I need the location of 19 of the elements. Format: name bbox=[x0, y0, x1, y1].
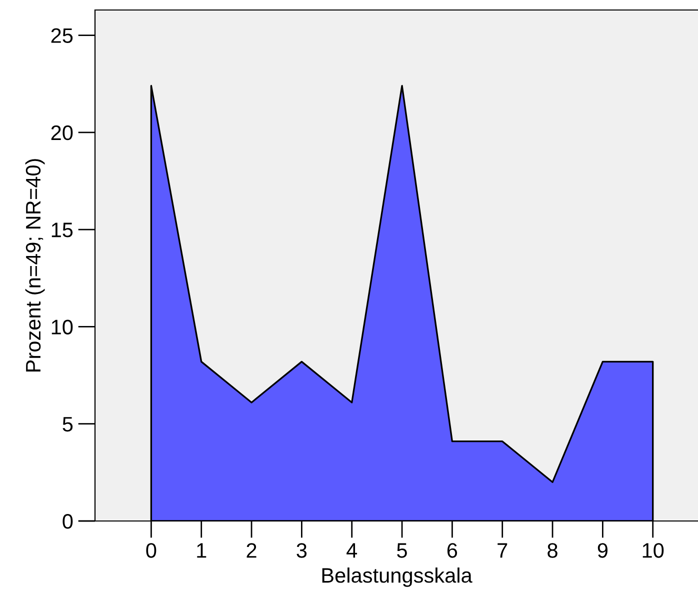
y-tick-label: 25 bbox=[51, 28, 73, 44]
x-tick-label: 2 bbox=[246, 543, 256, 558]
x-tick-label: 6 bbox=[447, 543, 458, 558]
x-tick-label: 7 bbox=[498, 543, 508, 558]
x-tick-label: 10 bbox=[642, 543, 664, 558]
x-tick-label: 8 bbox=[548, 543, 558, 558]
x-tick-label: 5 bbox=[397, 543, 407, 558]
x-tick-label: 9 bbox=[598, 543, 608, 558]
x-tick-label: 3 bbox=[296, 543, 307, 558]
y-tick-label: 0 bbox=[62, 514, 73, 529]
y-tick-label: 20 bbox=[51, 125, 73, 140]
x-axis-title: Belastungsskala bbox=[322, 568, 472, 587]
y-tick-label: 10 bbox=[52, 320, 73, 334]
y-axis-title: Prozent (n=49; NR=40) bbox=[25, 159, 45, 372]
x-tick-label: 0 bbox=[146, 543, 156, 558]
x-tick-label: 4 bbox=[346, 543, 358, 558]
y-tick-label: 15 bbox=[52, 222, 73, 238]
y-tick-label: 5 bbox=[62, 417, 73, 432]
x-tick-label: 1 bbox=[197, 543, 206, 558]
